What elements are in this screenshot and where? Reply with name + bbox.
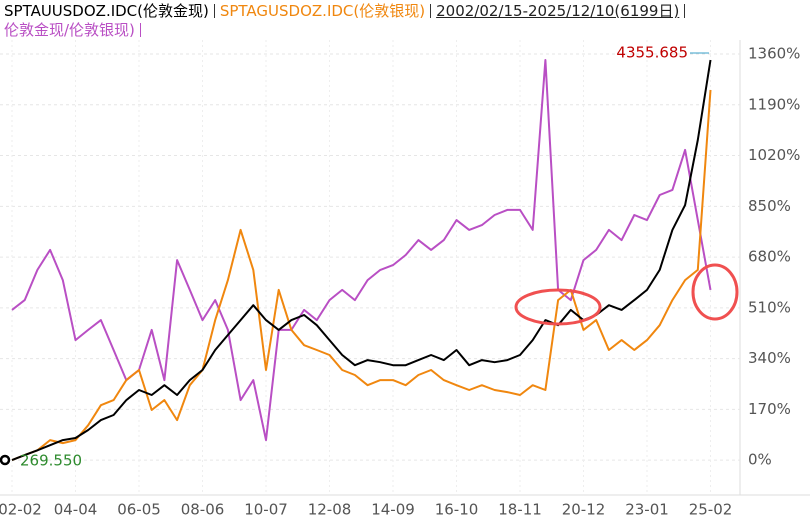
header-line: 伦敦金现/伦敦银现): [4, 21, 690, 40]
header: SPTAUUSDOZ.IDC(伦敦金现) SPTAGUSDOZ.IDC(伦敦银现)…: [4, 2, 690, 40]
date-range: 2002/02/15-2025/12/10(6199日): [436, 2, 680, 20]
x-tick-label: 14-09: [371, 501, 415, 519]
y-tick-label: 0%: [748, 451, 772, 469]
legend-entry: SPTAGUSDOZ.IDC(伦敦银现): [219, 2, 426, 20]
header-line: SPTAUUSDOZ.IDC(伦敦金现) SPTAGUSDOZ.IDC(伦敦银现)…: [4, 2, 690, 21]
series-line: [11, 89, 712, 462]
x-tick-label: 23-01: [625, 501, 669, 519]
x-tick-label: 02-02: [0, 501, 42, 519]
y-tick-label: 510%: [748, 298, 791, 316]
separator: [430, 4, 432, 18]
highlight-ellipse: [691, 263, 739, 321]
y-tick-label: 680%: [748, 248, 791, 266]
y-tick-label: 170%: [748, 400, 791, 418]
annotation: 4355.685: [616, 44, 688, 62]
start-marker: [0, 454, 11, 466]
x-tick-label: 12-08: [308, 501, 352, 519]
legend-entry: SPTAUUSDOZ.IDC(伦敦金现): [4, 2, 209, 20]
x-tick-label: 04-04: [54, 501, 98, 519]
separator: [139, 23, 141, 37]
x-tick-label: 18-11: [498, 501, 542, 519]
x-tick-label: 08-06: [181, 501, 225, 519]
x-tick-label: 20-12: [562, 501, 606, 519]
plot-area: [0, 40, 740, 490]
x-tick-label: 25-02: [689, 501, 733, 519]
annotation: 269.550: [20, 452, 82, 470]
legend-entry: 伦敦金现/伦敦银现): [4, 21, 135, 39]
y-tick-label: 340%: [748, 349, 791, 367]
highlight-ellipse: [514, 288, 602, 326]
x-tick-label: 06-05: [117, 501, 161, 519]
separator: [213, 4, 215, 18]
x-tick-label: 10-07: [244, 501, 288, 519]
y-tick-label: 1360%: [748, 45, 800, 63]
y-tick-label: 1020%: [748, 146, 800, 164]
y-tick-label: 1190%: [748, 95, 800, 113]
y-tick-label: 850%: [748, 197, 791, 215]
separator: [684, 4, 686, 18]
x-tick-label: 16-10: [435, 501, 479, 519]
